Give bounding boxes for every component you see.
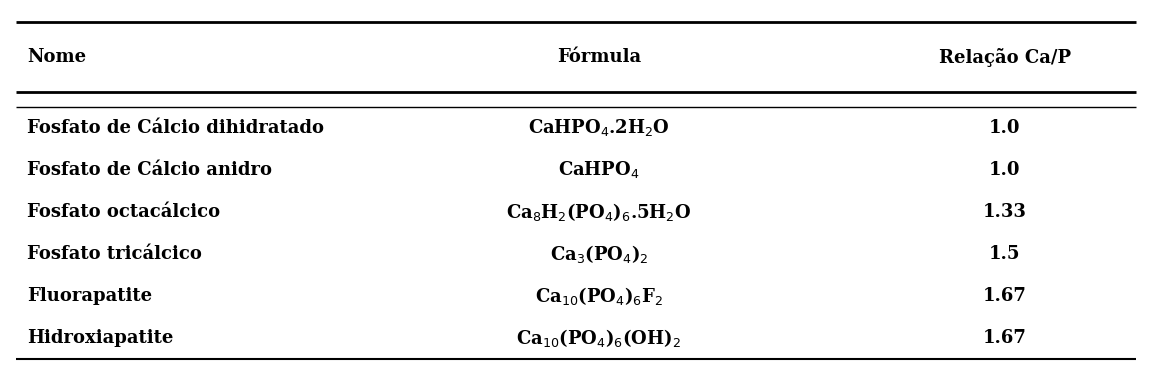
Text: 1.67: 1.67 <box>983 329 1026 347</box>
Text: Relação Ca/P: Relação Ca/P <box>939 48 1071 67</box>
Text: Nome: Nome <box>26 48 86 66</box>
Text: 1.5: 1.5 <box>990 245 1021 263</box>
Text: Fosfato tricálcico: Fosfato tricálcico <box>26 245 202 263</box>
Text: Hidroxiapatite: Hidroxiapatite <box>26 329 174 347</box>
Text: Ca$_{10}$(PO$_4$)$_6$F$_2$: Ca$_{10}$(PO$_4$)$_6$F$_2$ <box>535 285 662 307</box>
Text: Fluorapatite: Fluorapatite <box>26 287 152 305</box>
Text: Ca$_{10}$(PO$_4$)$_6$(OH)$_2$: Ca$_{10}$(PO$_4$)$_6$(OH)$_2$ <box>516 327 681 349</box>
Text: 1.67: 1.67 <box>983 287 1026 305</box>
Text: 1.33: 1.33 <box>983 203 1026 221</box>
Text: Fosfato de Cálcio dihidratado: Fosfato de Cálcio dihidratado <box>26 119 324 137</box>
Text: Fosfato octacálcico: Fosfato octacálcico <box>26 203 220 221</box>
Text: CaHPO$_4$.2H$_2$O: CaHPO$_4$.2H$_2$O <box>528 117 669 138</box>
Text: 1.0: 1.0 <box>990 119 1021 137</box>
Text: 1.0: 1.0 <box>990 160 1021 179</box>
Text: Fórmula: Fórmula <box>556 48 641 66</box>
Text: Fosfato de Cálcio anidro: Fosfato de Cálcio anidro <box>26 160 272 179</box>
Text: CaHPO$_4$: CaHPO$_4$ <box>558 159 639 180</box>
Text: Ca$_3$(PO$_4$)$_2$: Ca$_3$(PO$_4$)$_2$ <box>550 243 649 265</box>
Text: Ca$_8$H$_2$(PO$_4$)$_6$.5H$_2$O: Ca$_8$H$_2$(PO$_4$)$_6$.5H$_2$O <box>506 201 691 223</box>
